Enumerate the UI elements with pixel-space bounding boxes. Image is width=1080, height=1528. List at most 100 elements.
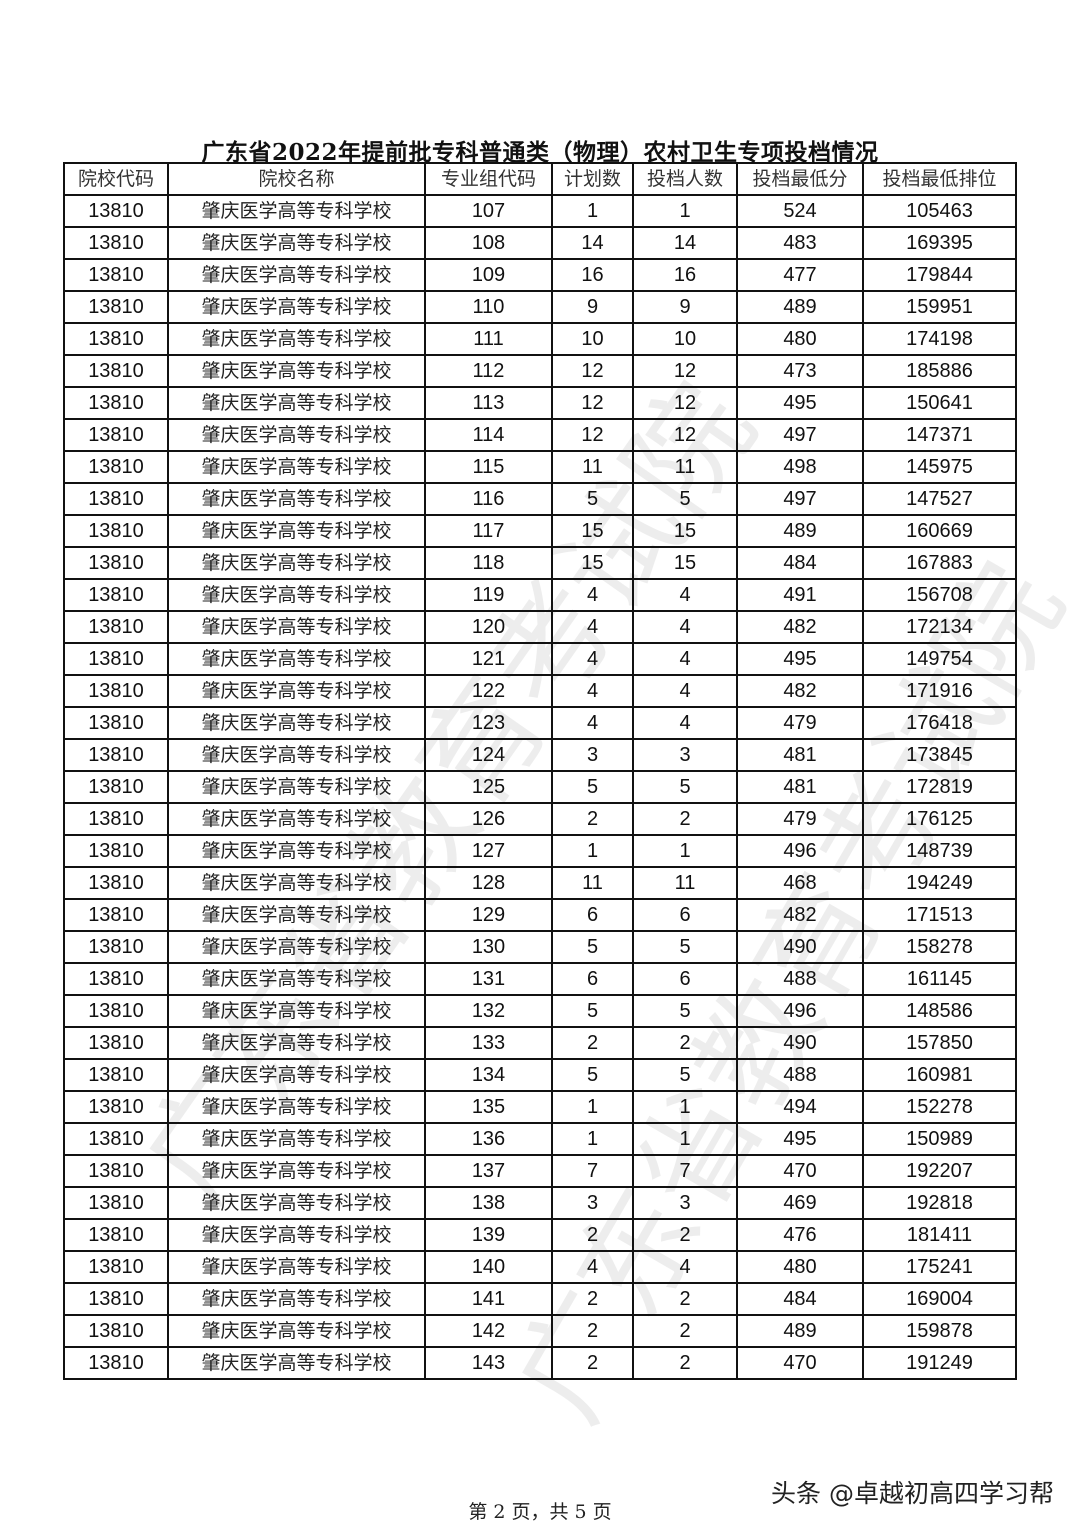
cell-school-name: 肇庆医学高等专科学校 bbox=[167, 354, 426, 388]
cell-school-name: 肇庆医学高等专科学校 bbox=[167, 802, 426, 836]
cell-group-code: 118 bbox=[424, 546, 553, 580]
table-row: 13810 肇庆医学高等专科学校 139 2 2 476 181411 bbox=[63, 1218, 1017, 1252]
cell-group-code: 122 bbox=[424, 674, 553, 708]
cell-plan-count: 11 bbox=[551, 866, 634, 900]
table-row: 13810 肇庆医学高等专科学校 109 16 16 477 179844 bbox=[63, 258, 1017, 292]
table-row: 13810 肇庆医学高等专科学校 141 2 2 484 169004 bbox=[63, 1282, 1017, 1316]
table-row: 13810 肇庆医学高等专科学校 134 5 5 488 160981 bbox=[63, 1058, 1017, 1092]
cell-min-rank: 150641 bbox=[862, 386, 1017, 420]
cell-school-name: 肇庆医学高等专科学校 bbox=[167, 1090, 426, 1124]
cell-school-code: 13810 bbox=[63, 1058, 169, 1092]
cell-min-score: 480 bbox=[736, 322, 864, 356]
cell-min-rank: 148586 bbox=[862, 994, 1017, 1028]
cell-group-code: 124 bbox=[424, 738, 553, 772]
cell-min-score: 491 bbox=[736, 578, 864, 612]
cell-school-code: 13810 bbox=[63, 1122, 169, 1156]
header-group-code: 专业组代码 bbox=[424, 162, 553, 196]
cell-min-rank: 159878 bbox=[862, 1314, 1017, 1348]
cell-plan-count: 1 bbox=[551, 1090, 634, 1124]
table-row: 13810 肇庆医学高等专科学校 111 10 10 480 174198 bbox=[63, 322, 1017, 356]
cell-school-name: 肇庆医学高等专科学校 bbox=[167, 514, 426, 548]
cell-plan-count: 3 bbox=[551, 1186, 634, 1220]
cell-admitted-count: 3 bbox=[632, 1186, 738, 1220]
cell-min-score: 490 bbox=[736, 1026, 864, 1060]
cell-school-code: 13810 bbox=[63, 546, 169, 580]
cell-plan-count: 2 bbox=[551, 1314, 634, 1348]
cell-admitted-count: 4 bbox=[632, 642, 738, 676]
cell-school-code: 13810 bbox=[63, 1346, 169, 1380]
cell-school-code: 13810 bbox=[63, 290, 169, 324]
cell-plan-count: 15 bbox=[551, 514, 634, 548]
cell-plan-count: 6 bbox=[551, 898, 634, 932]
cell-plan-count: 1 bbox=[551, 194, 634, 228]
cell-school-name: 肇庆医学高等专科学校 bbox=[167, 1314, 426, 1348]
table-row: 13810 肇庆医学高等专科学校 114 12 12 497 147371 bbox=[63, 418, 1017, 452]
cell-min-rank: 169004 bbox=[862, 1282, 1017, 1316]
table-row: 13810 肇庆医学高等专科学校 125 5 5 481 172819 bbox=[63, 770, 1017, 804]
cell-min-rank: 175241 bbox=[862, 1250, 1017, 1284]
cell-min-rank: 147371 bbox=[862, 418, 1017, 452]
cell-min-score: 495 bbox=[736, 386, 864, 420]
cell-plan-count: 7 bbox=[551, 1154, 634, 1188]
cell-plan-count: 5 bbox=[551, 994, 634, 1028]
cell-admitted-count: 4 bbox=[632, 706, 738, 740]
cell-admitted-count: 1 bbox=[632, 834, 738, 868]
cell-admitted-count: 1 bbox=[632, 194, 738, 228]
cell-plan-count: 10 bbox=[551, 322, 634, 356]
cell-plan-count: 4 bbox=[551, 642, 634, 676]
cell-school-name: 肇庆医学高等专科学校 bbox=[167, 1026, 426, 1060]
cell-school-name: 肇庆医学高等专科学校 bbox=[167, 898, 426, 932]
cell-school-code: 13810 bbox=[63, 482, 169, 516]
cell-admitted-count: 5 bbox=[632, 770, 738, 804]
cell-school-code: 13810 bbox=[63, 1250, 169, 1284]
cell-group-code: 128 bbox=[424, 866, 553, 900]
table-row: 13810 肇庆医学高等专科学校 130 5 5 490 158278 bbox=[63, 930, 1017, 964]
cell-school-name: 肇庆医学高等专科学校 bbox=[167, 994, 426, 1028]
cell-min-score: 484 bbox=[736, 1282, 864, 1316]
cell-admitted-count: 2 bbox=[632, 1026, 738, 1060]
cell-admitted-count: 5 bbox=[632, 930, 738, 964]
cell-min-rank: 174198 bbox=[862, 322, 1017, 356]
header-min-score: 投档最低分 bbox=[736, 162, 864, 196]
cell-admitted-count: 12 bbox=[632, 386, 738, 420]
cell-school-name: 肇庆医学高等专科学校 bbox=[167, 706, 426, 740]
cell-min-score: 488 bbox=[736, 962, 864, 996]
cell-admitted-count: 16 bbox=[632, 258, 738, 292]
cell-group-code: 121 bbox=[424, 642, 553, 676]
cell-group-code: 140 bbox=[424, 1250, 553, 1284]
cell-school-code: 13810 bbox=[63, 866, 169, 900]
table-row: 13810 肇庆医学高等专科学校 118 15 15 484 167883 bbox=[63, 546, 1017, 580]
cell-min-rank: 171513 bbox=[862, 898, 1017, 932]
cell-min-score: 497 bbox=[736, 418, 864, 452]
cell-min-rank: 176125 bbox=[862, 802, 1017, 836]
table-row: 13810 肇庆医学高等专科学校 143 2 2 470 191249 bbox=[63, 1346, 1017, 1380]
cell-school-name: 肇庆医学高等专科学校 bbox=[167, 1154, 426, 1188]
table-row: 13810 肇庆医学高等专科学校 119 4 4 491 156708 bbox=[63, 578, 1017, 612]
cell-school-name: 肇庆医学高等专科学校 bbox=[167, 1186, 426, 1220]
cell-plan-count: 15 bbox=[551, 546, 634, 580]
table-header-row: 院校代码 院校名称 专业组代码 计划数 投档人数 投档最低分 投档最低排位 bbox=[63, 162, 1017, 196]
cell-plan-count: 12 bbox=[551, 418, 634, 452]
cell-school-name: 肇庆医学高等专科学校 bbox=[167, 962, 426, 996]
header-school-code: 院校代码 bbox=[63, 162, 169, 196]
cell-school-code: 13810 bbox=[63, 1154, 169, 1188]
cell-school-name: 肇庆医学高等专科学校 bbox=[167, 418, 426, 452]
cell-admitted-count: 1 bbox=[632, 1122, 738, 1156]
cell-min-rank: 176418 bbox=[862, 706, 1017, 740]
cell-min-score: 482 bbox=[736, 610, 864, 644]
cell-group-code: 111 bbox=[424, 322, 553, 356]
cell-school-code: 13810 bbox=[63, 706, 169, 740]
cell-min-score: 483 bbox=[736, 226, 864, 260]
cell-admitted-count: 6 bbox=[632, 962, 738, 996]
cell-school-name: 肇庆医学高等专科学校 bbox=[167, 834, 426, 868]
cell-min-score: 470 bbox=[736, 1346, 864, 1380]
cell-plan-count: 4 bbox=[551, 706, 634, 740]
cell-school-name: 肇庆医学高等专科学校 bbox=[167, 578, 426, 612]
cell-group-code: 123 bbox=[424, 706, 553, 740]
cell-min-score: 489 bbox=[736, 1314, 864, 1348]
cell-school-code: 13810 bbox=[63, 226, 169, 260]
cell-plan-count: 1 bbox=[551, 834, 634, 868]
cell-min-rank: 179844 bbox=[862, 258, 1017, 292]
cell-admitted-count: 2 bbox=[632, 1314, 738, 1348]
cell-school-name: 肇庆医学高等专科学校 bbox=[167, 1346, 426, 1380]
